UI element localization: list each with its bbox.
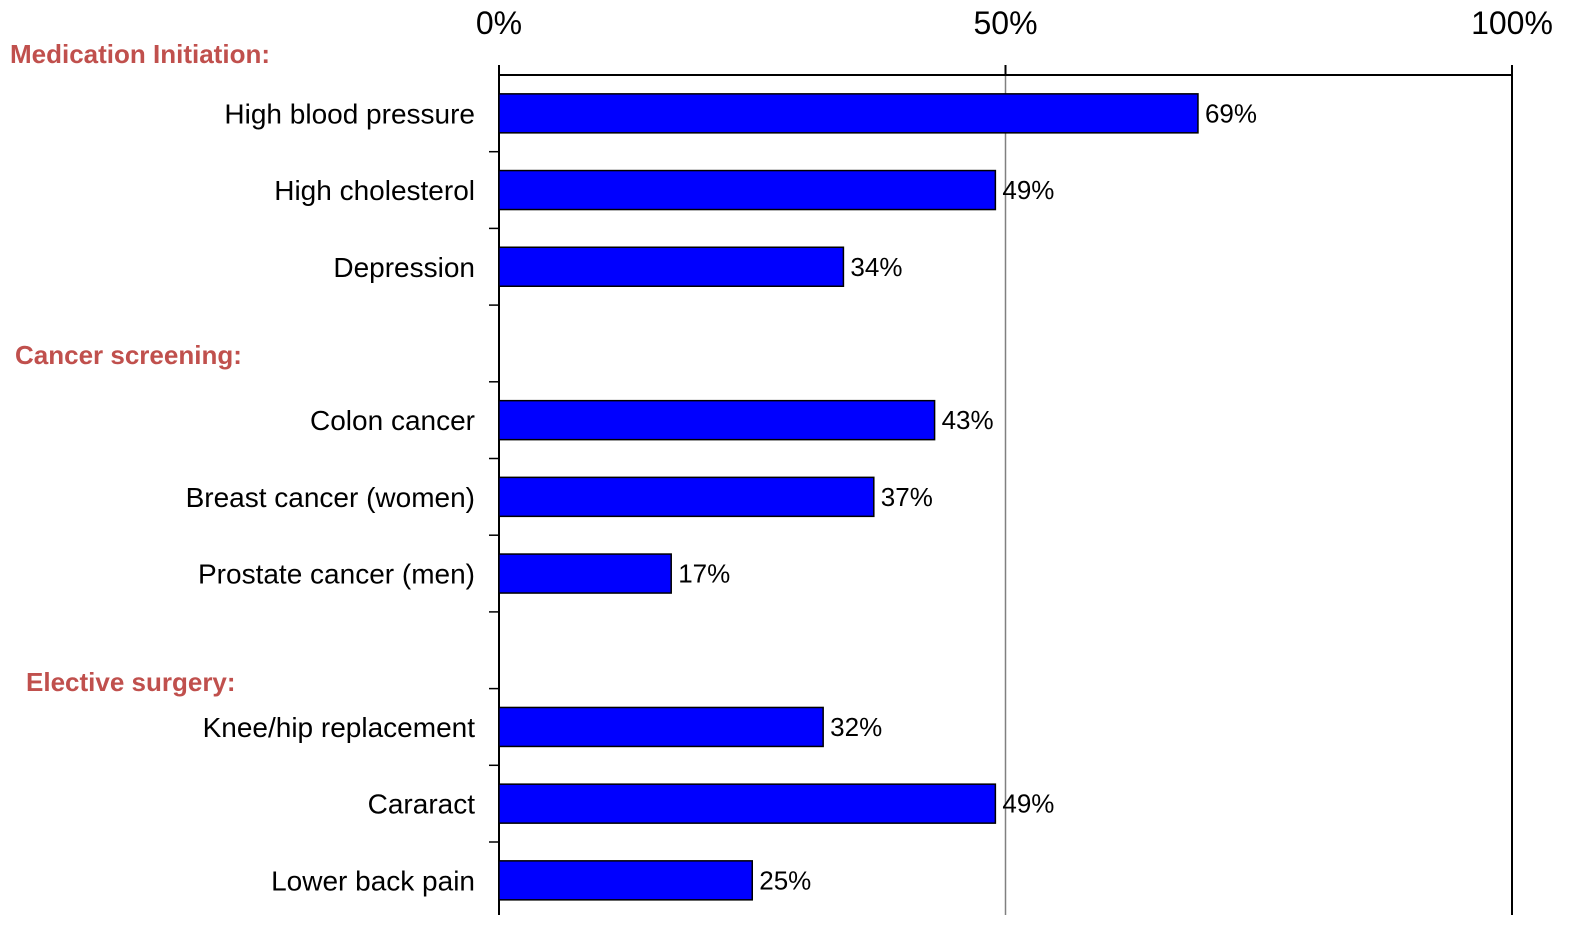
data-label: 32% bbox=[830, 712, 882, 742]
category-label: Lower back pain bbox=[271, 865, 475, 896]
category-label: Cararact bbox=[368, 789, 476, 820]
category-label: Depression bbox=[333, 252, 475, 283]
data-label: 43% bbox=[942, 405, 994, 435]
data-label: 25% bbox=[759, 865, 811, 895]
x-tick-label: 0% bbox=[476, 5, 522, 41]
category-label: Colon cancer bbox=[310, 405, 475, 436]
data-label: 49% bbox=[1002, 175, 1054, 205]
x-tick-label: 100% bbox=[1471, 5, 1553, 41]
category-label: Knee/hip replacement bbox=[203, 712, 476, 743]
bar bbox=[498, 93, 1199, 134]
bar bbox=[498, 246, 845, 287]
bar bbox=[498, 169, 997, 211]
bar bbox=[498, 706, 824, 748]
group-label: Cancer screening: bbox=[15, 340, 242, 370]
data-label: 69% bbox=[1205, 98, 1257, 128]
data-label: 17% bbox=[678, 559, 730, 589]
bar bbox=[498, 476, 875, 518]
data-label: 34% bbox=[850, 252, 902, 282]
group-label: Elective surgery: bbox=[26, 667, 236, 697]
bar bbox=[498, 783, 997, 824]
bar bbox=[498, 860, 753, 901]
category-label: Prostate cancer (men) bbox=[198, 559, 475, 590]
bar bbox=[498, 399, 936, 441]
data-label: 37% bbox=[881, 482, 933, 512]
category-label: High cholesterol bbox=[274, 175, 475, 206]
group-label: Medication Initiation: bbox=[10, 39, 270, 69]
bar bbox=[498, 553, 672, 594]
data-label: 49% bbox=[1002, 789, 1054, 819]
category-label: High blood pressure bbox=[224, 98, 475, 129]
category-label: Breast cancer (women) bbox=[186, 482, 475, 513]
x-tick-label: 50% bbox=[973, 5, 1037, 41]
